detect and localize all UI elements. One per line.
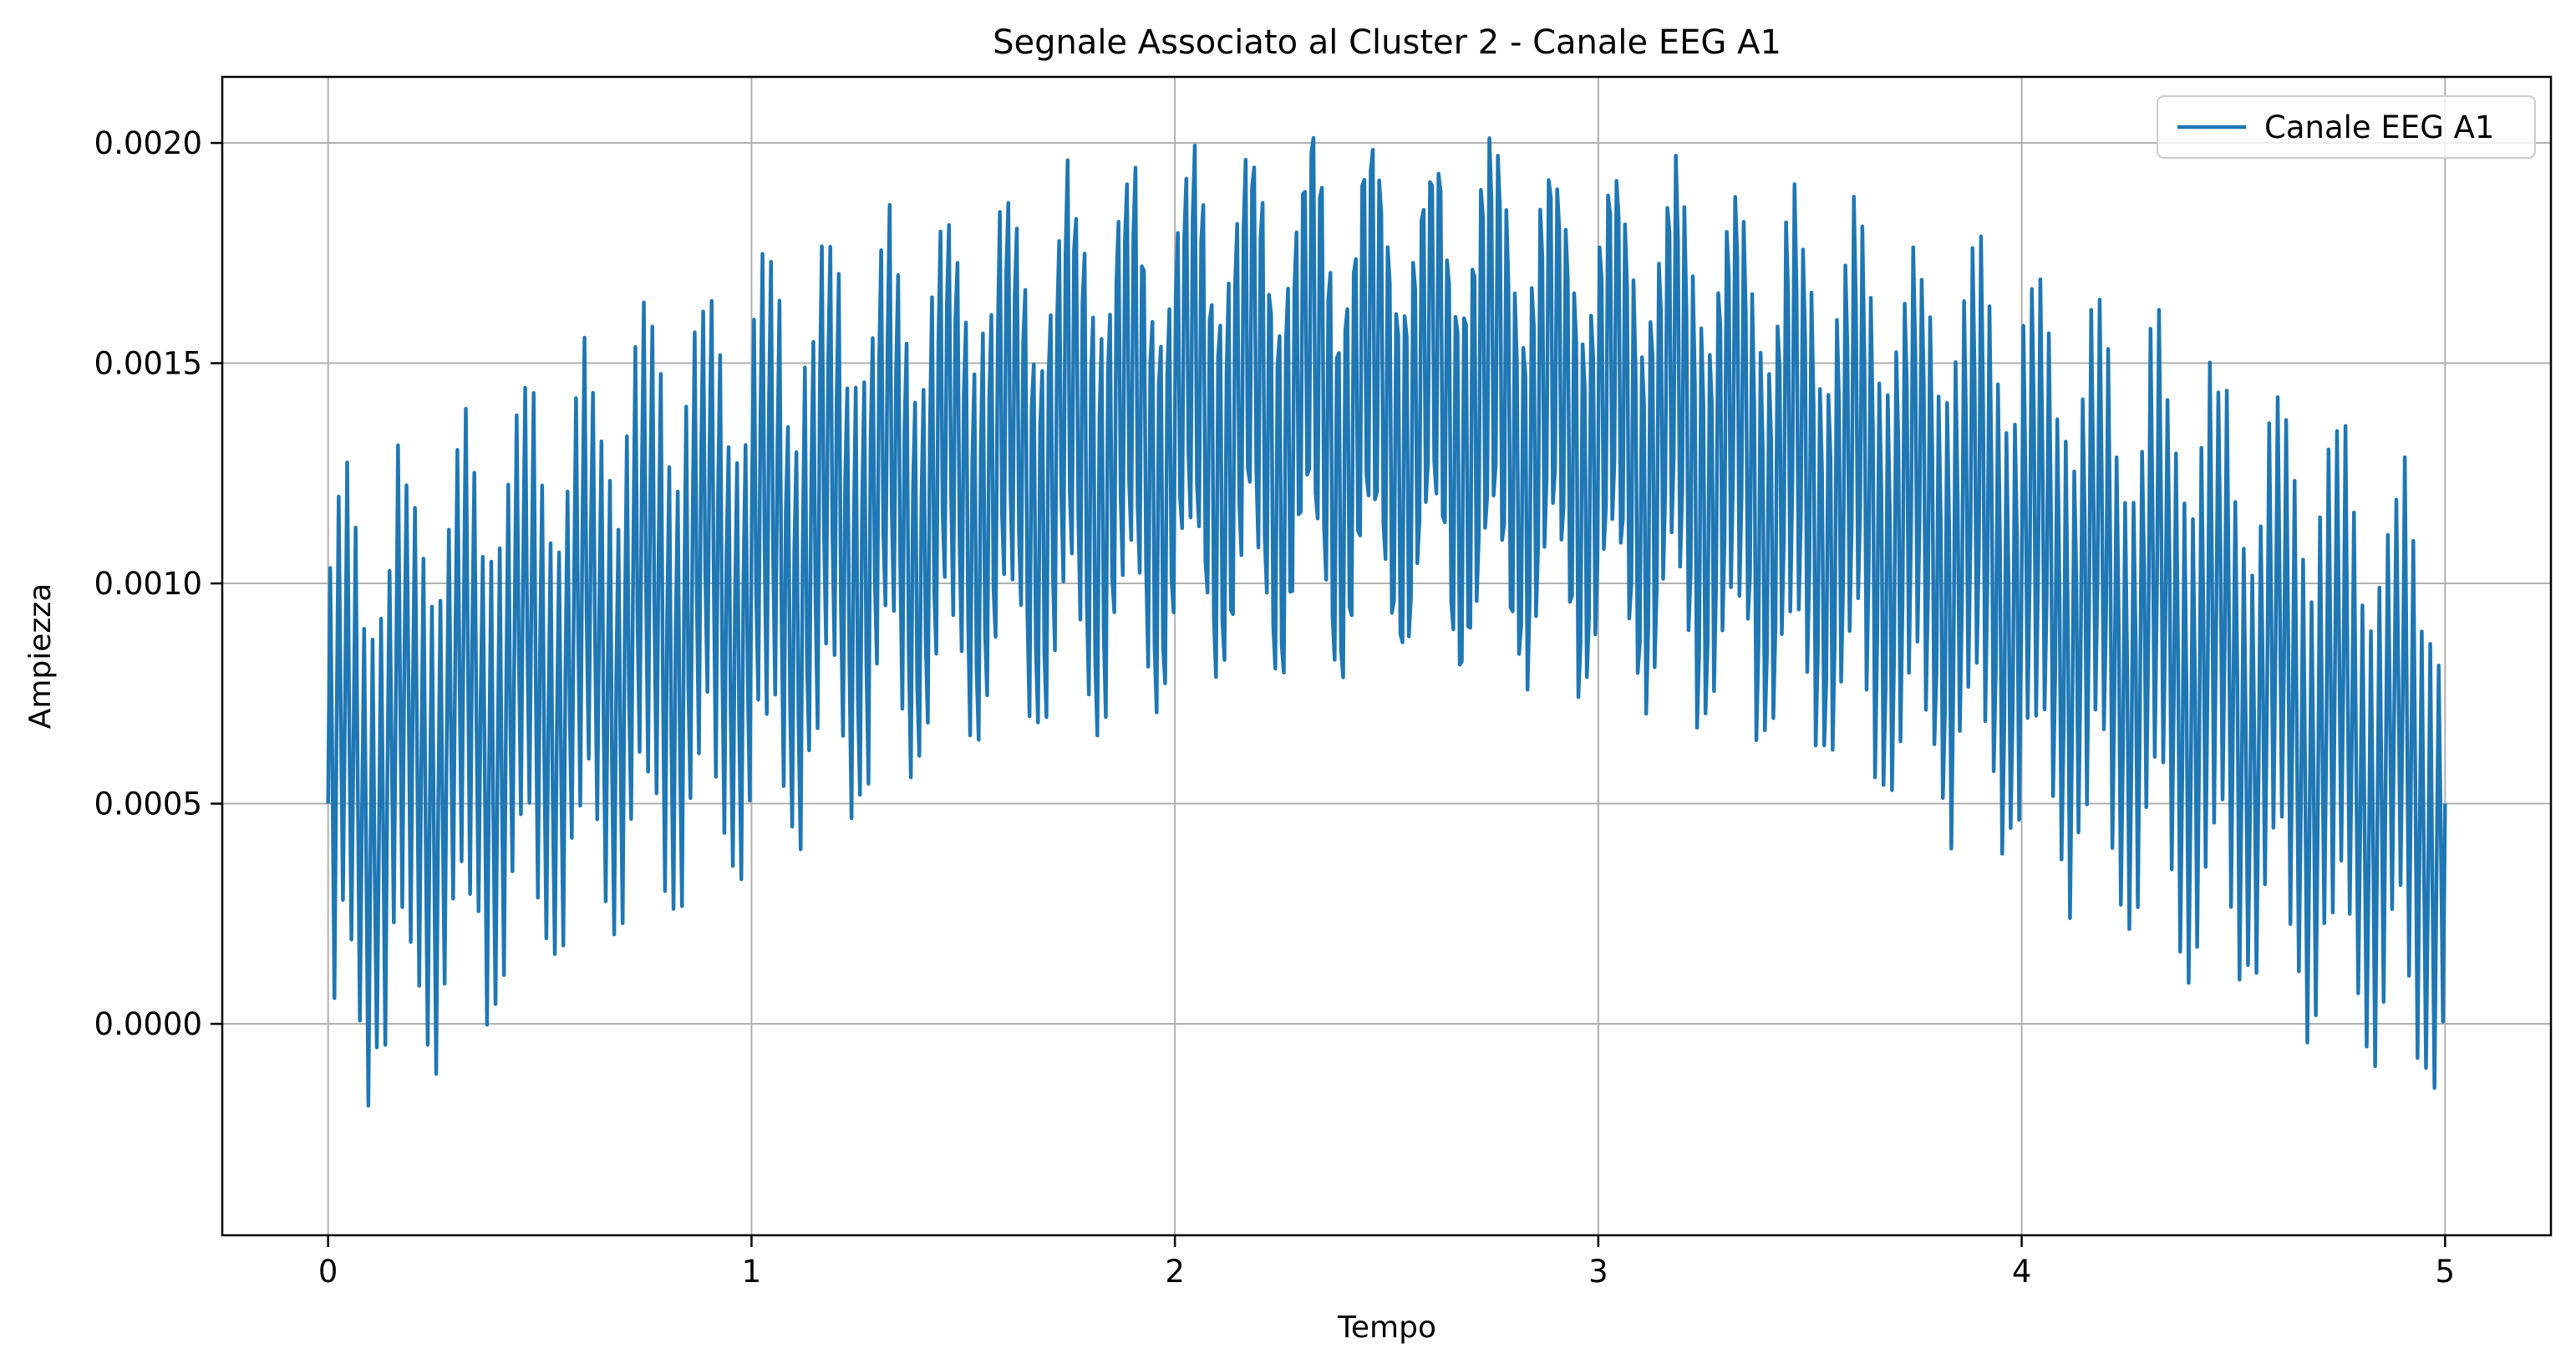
y-tick-label: 0.0005 <box>94 786 202 822</box>
legend-box <box>2157 95 2536 159</box>
y-tick-label: 0.0020 <box>94 125 202 161</box>
x-tick-label: 1 <box>742 1254 762 1290</box>
y-tick-label: 0.0000 <box>94 1006 202 1042</box>
y-tick-label: 0.0010 <box>94 566 202 602</box>
y-axis-ticks: 0.0000 0.0005 0.0010 0.0015 0.0020 <box>94 125 222 1042</box>
x-tick-label: 4 <box>2012 1254 2032 1290</box>
x-tick-label: 5 <box>2436 1254 2456 1290</box>
x-axis-ticks: 0 1 2 3 4 5 <box>318 1235 2455 1290</box>
x-axis-label: Tempo <box>1337 1310 1436 1345</box>
legend-label-canale-eeg-a1: Canale EEG A1 <box>2264 109 2494 145</box>
x-tick-label: 3 <box>1588 1254 1608 1290</box>
x-tick-label: 2 <box>1165 1254 1185 1290</box>
series-layer <box>326 135 2447 1108</box>
x-tick-label: 0 <box>318 1254 338 1290</box>
y-tick-label: 0.0015 <box>94 346 202 382</box>
legend: Canale EEG A1 <box>2157 95 2536 159</box>
plot-frame <box>221 75 2553 1237</box>
chart-title: Segnale Associato al Cluster 2 - Canale … <box>993 23 1781 62</box>
y-axis-label: Ampiezza <box>23 583 58 730</box>
series-line-canale-eeg-a1 <box>326 135 2447 1108</box>
